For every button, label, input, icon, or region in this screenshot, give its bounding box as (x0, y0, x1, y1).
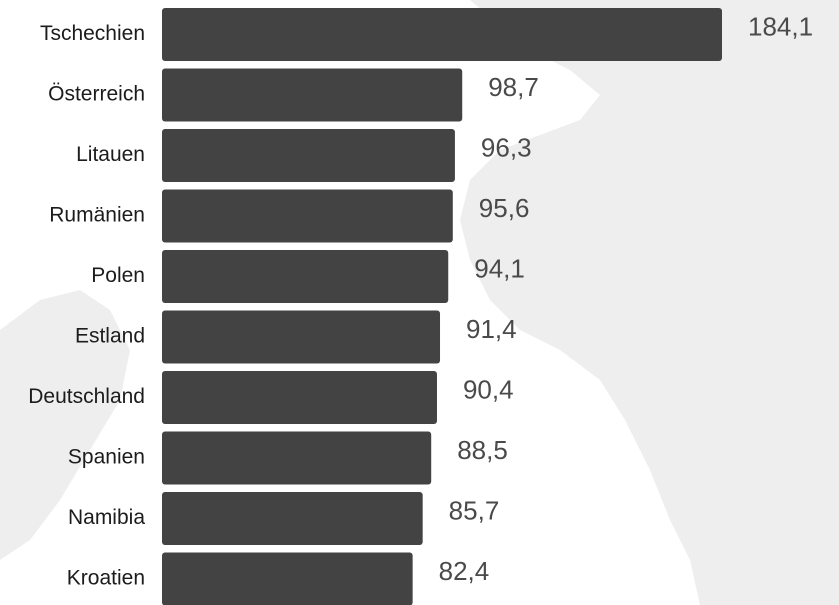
bar-namibia (162, 492, 423, 545)
value-label: 184,1 (748, 11, 813, 41)
background-map-shape-coast (0, 290, 130, 560)
value-label: 90,4 (463, 374, 514, 404)
value-label: 94,1 (474, 253, 525, 283)
category-label: Deutschland (28, 385, 145, 408)
category-label: Namibia (68, 506, 145, 529)
bar-tschechien (162, 8, 722, 61)
bar-spanien (162, 431, 432, 485)
bar-österreich (162, 68, 463, 122)
bar-polen (162, 250, 449, 303)
value-label: 82,4 (439, 556, 490, 586)
category-label: Spanien (68, 446, 145, 469)
value-label: 91,4 (466, 314, 517, 344)
category-label: Litauen (76, 143, 145, 166)
value-label: 95,6 (479, 193, 530, 223)
value-label: 98,7 (488, 72, 539, 102)
value-label: 88,5 (457, 435, 508, 465)
category-label: Estland (75, 325, 145, 348)
background-map-shape-europe-africa (460, 0, 839, 605)
bars-group (162, 8, 722, 605)
category-label: Tschechien (40, 22, 145, 45)
bar-deutschland (162, 371, 437, 424)
bar-rumänien (162, 189, 453, 243)
category-label: Rumänien (49, 204, 145, 227)
category-label: Kroatien (67, 567, 145, 590)
bar-kroatien (162, 552, 413, 605)
bar-estland (162, 310, 441, 364)
value-label: 96,3 (481, 132, 532, 162)
value-label: 85,7 (449, 495, 500, 525)
category-labels-group: Tschechien Österreich Litauen Rumänien Polen… (28, 22, 145, 590)
value-labels-group: 184,1 98,7 96,3 95,6 94,1 91,4 90,4 88,5 85,7 82,… (439, 11, 813, 586)
bar-litauen (162, 129, 455, 182)
category-label: Österreich (48, 83, 145, 106)
category-label: Polen (91, 264, 145, 287)
